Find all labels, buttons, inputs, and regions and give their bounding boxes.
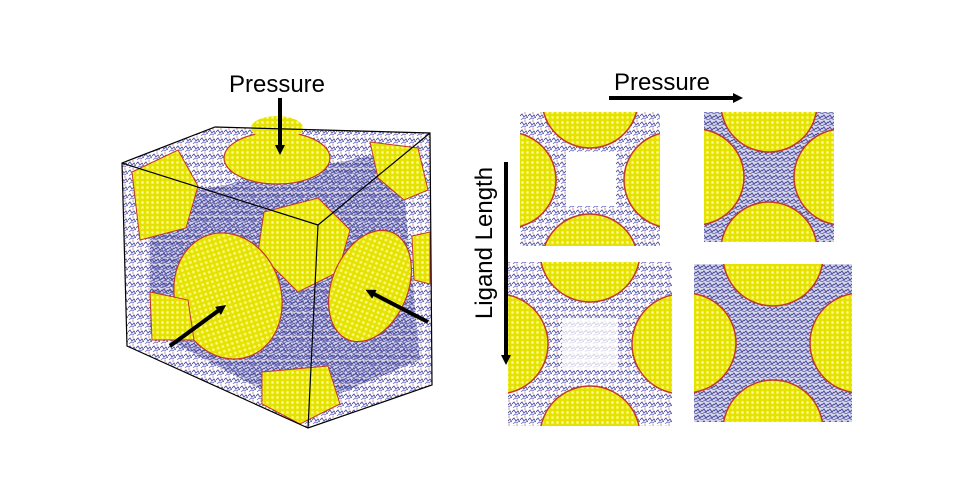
cube-pressure-arrows	[168, 98, 429, 348]
simulation-cube: Pressure	[121, 71, 433, 429]
panel-short-ligand-low-pressure	[520, 112, 660, 246]
nanoparticles	[131, 116, 431, 425]
pressure-arrow-right	[365, 289, 429, 324]
pressure-arrow-left	[168, 305, 227, 348]
pressure-axis: Pressure	[609, 69, 743, 103]
panel-short-ligand-high-pressure	[704, 112, 834, 242]
panel-grid	[508, 112, 852, 426]
panel-long-ligand-low-pressure	[508, 262, 672, 426]
ligand-length-axis-label: Ligand Length	[471, 167, 498, 319]
ligand-length-axis: Ligand Length	[471, 162, 511, 365]
pressure-axis-label: Pressure	[614, 69, 710, 96]
panel-long-ligand-high-pressure	[694, 264, 852, 422]
cube-frame	[121, 126, 433, 429]
cube-pressure-label: Pressure	[229, 71, 325, 98]
